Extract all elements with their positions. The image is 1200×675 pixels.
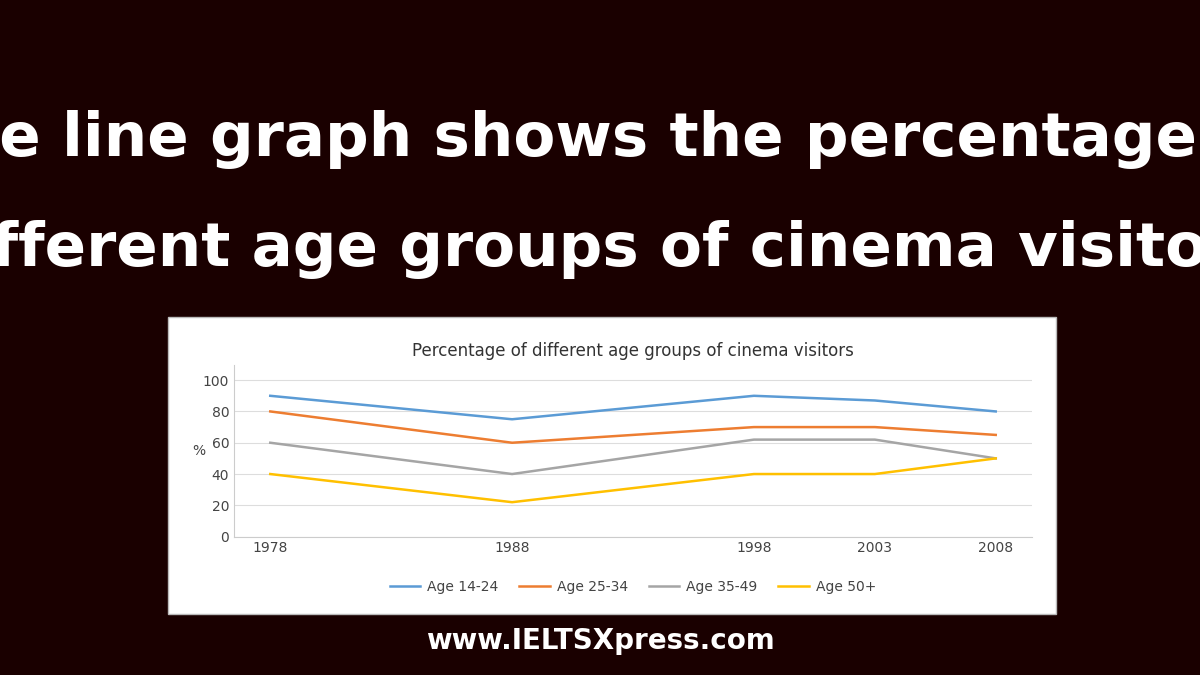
Age 14-24 [263,392,277,400]
Age 35-49 [868,435,882,443]
Age 35-49 [746,435,761,443]
Text: The line graph shows the percentage of: The line graph shows the percentage of [0,110,1200,169]
Line: Age 35-49: Age 35-49 [270,439,996,474]
Line: Age 14-24: Age 14-24 [270,396,996,419]
Age 50+ [746,470,761,478]
Age 50+ [868,470,882,478]
Age 14-24 [868,396,882,404]
Age 14-24 [989,408,1003,416]
Age 50+ [263,470,277,478]
Age 35-49 [505,470,520,478]
Line: Age 50+: Age 50+ [270,458,996,502]
Age 25-34 [505,439,520,447]
Age 14-24 [505,415,520,423]
Age 25-34 [989,431,1003,439]
Age 25-34 [263,408,277,416]
Line: Age 25-34: Age 25-34 [270,412,996,443]
Title: Percentage of different age groups of cinema visitors: Percentage of different age groups of ci… [412,342,854,360]
Age 25-34 [868,423,882,431]
Text: www.IELTSXpress.com: www.IELTSXpress.com [426,627,774,655]
Age 35-49 [989,454,1003,462]
Age 50+ [989,454,1003,462]
Age 35-49 [263,439,277,447]
Age 25-34 [746,423,761,431]
Age 50+ [505,498,520,506]
Text: different age groups of cinema visitors: different age groups of cinema visitors [0,220,1200,279]
Legend: Age 14-24, Age 25-34, Age 35-49, Age 50+: Age 14-24, Age 25-34, Age 35-49, Age 50+ [384,574,882,599]
Y-axis label: %: % [192,443,205,458]
Age 14-24 [746,392,761,400]
